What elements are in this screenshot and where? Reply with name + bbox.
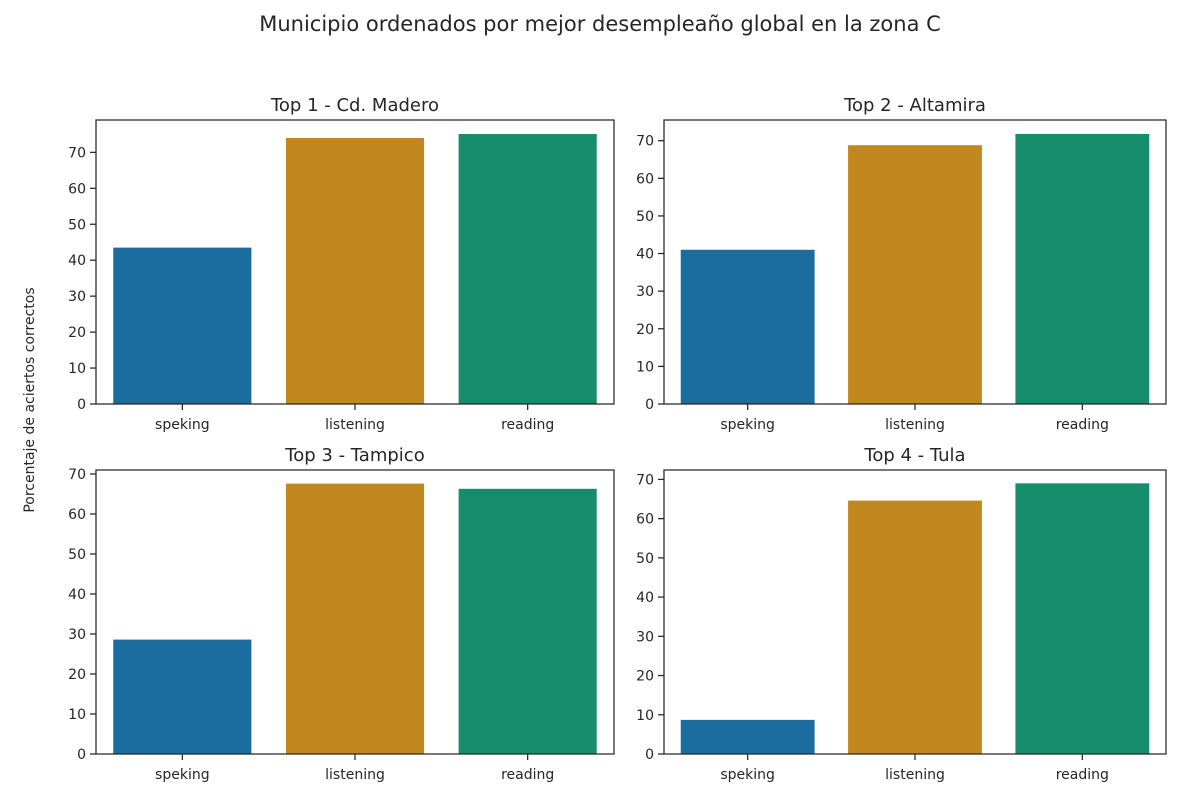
x-tick-label-reading: reading — [1056, 767, 1109, 783]
y-tick-label: 30 — [68, 627, 86, 643]
x-tick-label-speking: speking — [720, 417, 775, 433]
x-tick-label-speking: speking — [155, 417, 210, 433]
subplot-title: Top 3 - Tampico — [284, 445, 424, 466]
y-tick-label: 40 — [68, 587, 86, 603]
bar-reading — [1015, 133, 1150, 404]
x-tick-label-speking: speking — [155, 767, 210, 783]
y-tick-label: 30 — [636, 284, 654, 300]
y-tick-label: 70 — [636, 134, 654, 150]
y-tick-label: 30 — [68, 289, 86, 305]
bar-speking — [680, 249, 815, 404]
y-tick-label: 60 — [68, 507, 86, 523]
y-tick-label: 0 — [645, 397, 654, 413]
y-tick-label: 0 — [645, 747, 654, 763]
bar-listening — [285, 483, 425, 754]
bar-speking — [113, 639, 252, 754]
bar-reading — [458, 488, 597, 754]
y-tick-label: 70 — [68, 467, 86, 483]
x-tick-label-listening: listening — [325, 417, 385, 433]
y-tick-label: 50 — [636, 209, 654, 225]
x-tick-label-listening: listening — [885, 417, 945, 433]
y-tick-label: 0 — [77, 397, 86, 413]
x-tick-label-reading: reading — [501, 767, 554, 783]
y-tick-label: 40 — [68, 253, 86, 269]
y-tick-label: 70 — [68, 145, 86, 161]
y-tick-label: 40 — [636, 247, 654, 263]
bar-speking — [680, 719, 815, 754]
bar-reading — [458, 134, 597, 404]
figure-title: Municipio ordenados por mejor desempleañ… — [259, 12, 941, 36]
y-tick-label: 60 — [636, 171, 654, 187]
bar-listening — [848, 145, 982, 405]
x-tick-label-reading: reading — [1056, 417, 1109, 433]
y-tick-label: 0 — [77, 747, 86, 763]
x-tick-label-listening: listening — [325, 767, 385, 783]
y-tick-label: 50 — [68, 547, 86, 563]
y-tick-label: 20 — [68, 667, 86, 683]
y-tick-label: 20 — [636, 322, 654, 338]
subplot-title: Top 2 - Altamira — [843, 95, 986, 116]
subplot-title: Top 1 - Cd. Madero — [270, 95, 439, 116]
y-tick-label: 20 — [68, 325, 86, 341]
y-tick-label: 10 — [636, 359, 654, 375]
subplot-title: Top 4 - Tula — [863, 445, 965, 466]
y-tick-label: 50 — [68, 217, 86, 233]
y-tick-label: 60 — [68, 181, 86, 197]
x-tick-label-speking: speking — [720, 767, 775, 783]
y-tick-label: 20 — [636, 669, 654, 685]
y-tick-label: 50 — [636, 551, 654, 567]
x-tick-label-listening: listening — [885, 767, 945, 783]
x-tick-label-reading: reading — [501, 417, 554, 433]
bar-listening — [285, 137, 425, 405]
y-tick-label: 30 — [636, 629, 654, 645]
y-tick-label: 40 — [636, 590, 654, 606]
bar-listening — [848, 500, 982, 754]
bar-speking — [113, 247, 252, 404]
bar-reading — [1015, 483, 1150, 754]
subplot-3: 0 10 20 30 40 50 60 70 speking listening reading To… — [68, 445, 615, 783]
y-tick-label: 10 — [636, 708, 654, 724]
y-tick-label: 70 — [636, 472, 654, 488]
subplot-1: 0 10 20 30 40 50 60 70 speking listening reading To… — [68, 95, 615, 433]
y-tick-label: 10 — [68, 707, 86, 723]
subplot-2: 0 10 20 30 40 50 60 70 speking listening reading To… — [636, 95, 1167, 433]
y-tick-label: 60 — [636, 512, 654, 528]
subplot-4: 0 10 20 30 40 50 60 70 speking listening reading To… — [636, 445, 1167, 783]
y-tick-label: 10 — [68, 361, 86, 377]
